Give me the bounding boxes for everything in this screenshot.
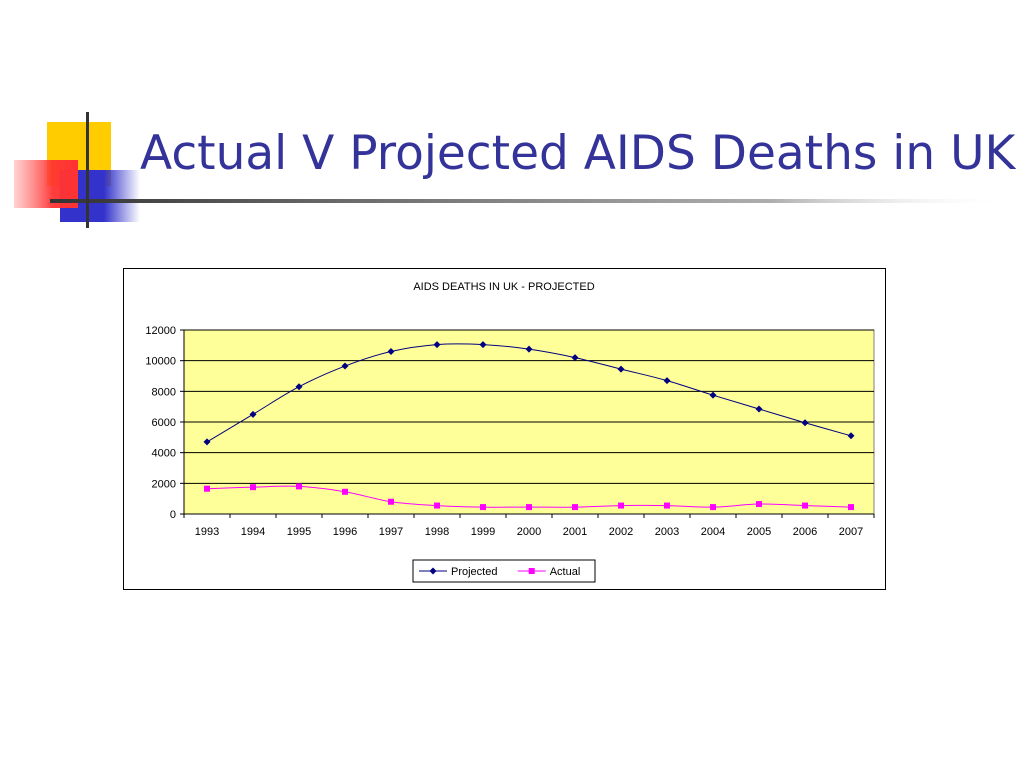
y-tick-label: 0 [170, 509, 176, 521]
legend [412, 559, 596, 583]
actual-point [434, 502, 440, 509]
x-tick-label: 1994 [241, 526, 265, 538]
actual-point [572, 504, 578, 511]
actual-point [756, 501, 762, 508]
actual-point [250, 484, 256, 491]
x-tick-label: 1998 [425, 526, 449, 538]
x-tick-label: 2003 [655, 526, 679, 538]
projected-point [663, 377, 671, 385]
x-tick-label: 2002 [609, 526, 633, 538]
actual-point [802, 502, 808, 509]
projected-point [847, 432, 855, 440]
actual-point [618, 502, 624, 509]
x-tick-label: 1997 [379, 526, 403, 538]
x-tick-label: 2000 [517, 526, 541, 538]
projected-point [433, 341, 441, 349]
y-tick-label: 6000 [152, 417, 176, 429]
projected-point [755, 405, 763, 413]
y-tick-label: 8000 [152, 386, 176, 398]
legend-label-actual: Actual [550, 566, 581, 578]
vertical-rule [86, 112, 89, 228]
x-tick-label: 1999 [471, 526, 495, 538]
projected-point [341, 362, 349, 370]
actual-point [388, 498, 394, 505]
title-decoration [14, 112, 1010, 228]
actual-point [204, 485, 210, 492]
x-tick-label: 2007 [839, 526, 863, 538]
actual-point [848, 504, 854, 511]
horizontal-rule [50, 199, 1010, 203]
y-tick-label: 12000 [145, 325, 176, 337]
projected-point [295, 383, 303, 391]
actual-point [342, 488, 348, 495]
actual-point [526, 504, 532, 511]
projected-point [479, 341, 487, 349]
x-tick-label: 2001 [563, 526, 587, 538]
actual-point [664, 502, 670, 509]
legend-marker-actual [528, 568, 535, 574]
projected-point [387, 347, 395, 355]
y-tick-label: 2000 [152, 478, 176, 490]
legend-marker-projected [429, 567, 437, 575]
projected-point [617, 365, 625, 373]
y-tick-label: 4000 [152, 448, 176, 460]
projected-point [249, 410, 257, 418]
actual-point [480, 504, 486, 511]
legend-label-projected: Projected [451, 566, 497, 578]
line-chart: AIDS DEATHS IN UK - PROJECTED 0 2000 4000 6… [145, 281, 875, 583]
x-tick-label: 1993 [195, 526, 219, 538]
slide-title: Actual V Projected AIDS Deaths in UK [140, 126, 1016, 181]
projected-point [801, 419, 809, 427]
x-tick-label: 1995 [287, 526, 311, 538]
x-tick-label: 2006 [793, 526, 817, 538]
projected-point [525, 345, 533, 353]
x-tick-label: 1996 [333, 526, 357, 538]
y-tick-label: 10000 [145, 356, 176, 368]
projected-point [203, 438, 211, 446]
chart-title: AIDS DEATHS IN UK - PROJECTED [413, 281, 594, 293]
x-tick-label: 2004 [701, 526, 725, 538]
actual-point [296, 483, 302, 490]
x-tick-label: 2005 [747, 526, 771, 538]
projected-point [571, 354, 579, 362]
actual-point [710, 504, 716, 511]
